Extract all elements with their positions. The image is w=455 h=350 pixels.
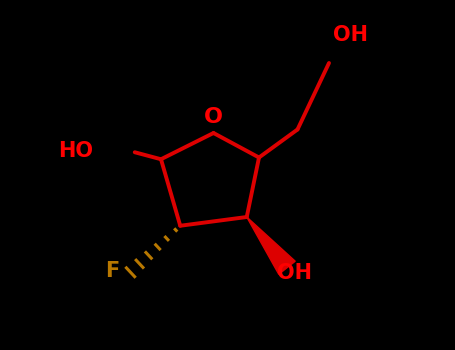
Text: OH: OH <box>277 263 312 283</box>
Text: HO: HO <box>58 140 93 161</box>
Polygon shape <box>247 217 295 274</box>
Text: OH: OH <box>333 25 368 45</box>
Text: F: F <box>105 261 119 281</box>
Text: O: O <box>204 107 223 127</box>
